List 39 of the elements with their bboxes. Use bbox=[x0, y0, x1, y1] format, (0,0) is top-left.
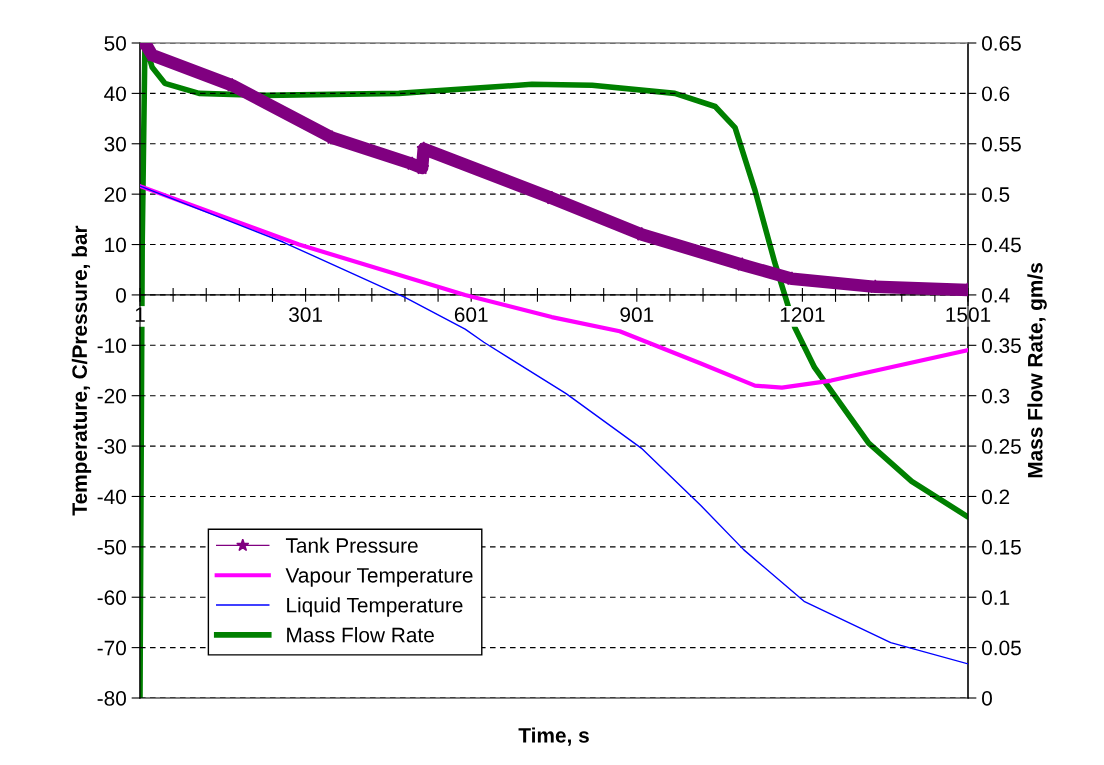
y2-tick-label: 0.4 bbox=[982, 287, 1010, 303]
y-tick-label: -60 bbox=[97, 590, 126, 605]
y-tick-label: -10 bbox=[97, 338, 126, 354]
y-tick-label: -50 bbox=[97, 539, 126, 555]
y2-tick-label: 0.55 bbox=[982, 136, 1021, 152]
y2-tick-label: 0.35 bbox=[982, 338, 1021, 354]
y-tick-label: 30 bbox=[104, 136, 126, 152]
y-tick-label: 40 bbox=[104, 86, 126, 102]
y-tick-label: -30 bbox=[97, 439, 126, 454]
y2-tick-label: 0 bbox=[982, 691, 992, 706]
y2-tick-label: 0.5 bbox=[982, 187, 1010, 202]
y-tick-label: 0 bbox=[116, 287, 126, 303]
y2-tick-label: 0.25 bbox=[982, 439, 1021, 454]
y2-tick-label: 0.65 bbox=[982, 36, 1021, 51]
x-tick-label: 901 bbox=[620, 307, 654, 323]
y2-tick-label: 0.45 bbox=[982, 237, 1021, 253]
y-tick-label: -70 bbox=[97, 640, 126, 656]
y-tick-label: 20 bbox=[104, 187, 126, 202]
legend-label: Mass Flow Rate bbox=[287, 627, 434, 643]
legend-label: Vapour Temperature bbox=[285, 568, 473, 587]
y2-tick-label: 0.2 bbox=[982, 489, 1010, 505]
legend-label: Tank Pressure bbox=[285, 537, 418, 553]
y2-tick-label: 0.3 bbox=[982, 388, 1010, 404]
y2-tick-label: 0.05 bbox=[982, 640, 1021, 656]
y-tick-label: 50 bbox=[104, 36, 126, 51]
y-tick-label: 10 bbox=[105, 237, 126, 253]
y-tick-label: -20 bbox=[97, 388, 126, 404]
x-axis-title: Time, s bbox=[518, 727, 589, 746]
legend-label: Liquid Temperature bbox=[287, 597, 463, 617]
x-tick-label: 1201 bbox=[780, 307, 825, 323]
y2-axis-title: Mass Flow Rate, gm/s bbox=[1027, 263, 1047, 478]
y-axis-title: Temperature, C/Pressure, bar bbox=[71, 225, 92, 516]
y2-tick-label: 0.1 bbox=[982, 590, 1010, 605]
y-tick-label: -40 bbox=[97, 489, 126, 505]
y2-tick-label: 0.15 bbox=[982, 539, 1021, 555]
x-tick-label: 601 bbox=[454, 307, 488, 323]
x-tick-label: 301 bbox=[289, 307, 322, 323]
y2-tick-label: 0.6 bbox=[982, 86, 1010, 102]
y-tick-label: -80 bbox=[97, 691, 126, 706]
